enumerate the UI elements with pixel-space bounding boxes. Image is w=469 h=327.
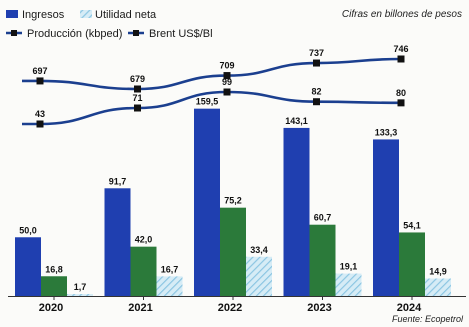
units-note: Cifras en billones de pesos	[342, 9, 462, 20]
line-brent	[39, 90, 402, 126]
bar-utilidad-2020	[67, 294, 93, 296]
bar-ingresos-2021	[104, 188, 131, 296]
bar-label-2-2021: 16,7	[161, 264, 179, 274]
legend-label-brent: Brent US$/Bl	[149, 28, 213, 40]
bar-serie-2-2024	[399, 232, 425, 296]
legend-marker-brent	[133, 30, 139, 36]
line-point-1-2021	[134, 104, 141, 112]
bar-label-2-2023: 19,1	[340, 262, 358, 272]
bar-ingresos-2024	[373, 139, 399, 296]
line-label-0-2023: 737	[309, 48, 324, 58]
bar-label-0-2022: 159,5	[196, 97, 219, 107]
bar-label-1-2023: 60,7	[314, 213, 332, 223]
line-point-1-2022	[223, 88, 231, 96]
line-label-0-2022: 709	[219, 61, 234, 71]
x-tick-label-2022: 2022	[218, 302, 242, 314]
line-point-1-2020	[36, 120, 44, 128]
bar-label-0-2024: 133,3	[375, 127, 398, 137]
bar-label-2-2020: 1,7	[74, 282, 87, 292]
x-tick-label-2021: 2021	[128, 302, 152, 314]
line-label-1-2022: 99	[222, 77, 232, 87]
bar-ingresos-2020	[15, 237, 41, 296]
legend-swatch-ingresos	[6, 10, 18, 18]
line-point-1-2023	[313, 98, 320, 106]
line-label-1-2020: 43	[35, 109, 45, 119]
x-axis: 2020 2021 2022 2023 2024	[8, 296, 466, 314]
lines-layer: 697 679 709 737 746 43 71 99 82 80	[22, 44, 409, 128]
line-point-0-2024	[397, 55, 405, 63]
bar-utilidad-2021	[156, 276, 183, 296]
legend-label-utilidad: Utilidad neta	[95, 9, 157, 21]
line-point-0-2022	[223, 72, 231, 80]
x-tick-label-2020: 2020	[39, 302, 63, 314]
line-label-1-2021: 71	[132, 93, 142, 103]
bar-serie-2-2020	[41, 276, 67, 296]
bar-label-0-2023: 143,1	[285, 116, 308, 126]
bar-serie-2-2021	[130, 246, 157, 296]
bar-utilidad-2024	[425, 278, 451, 296]
bar-utilidad-2022	[246, 256, 272, 296]
bar-label-2-2024: 14,9	[429, 266, 447, 276]
legend: Ingresos Utilidad neta Producción (kbped…	[6, 9, 213, 40]
line-point-0-2021	[134, 85, 141, 93]
legend-swatch-utilidad	[80, 10, 92, 18]
bar-label-1-2021: 42,0	[135, 235, 153, 245]
bar-label-1-2022: 75,2	[224, 196, 242, 206]
line-point-0-2020	[36, 77, 44, 85]
source-note: Fuente: Ecopetrol	[392, 314, 464, 324]
bar-label-0-2020: 50,0	[19, 225, 37, 235]
bar-label-1-2020: 16,8	[45, 264, 63, 274]
bar-serie-2-2022	[220, 207, 246, 296]
legend-marker-produccion	[11, 30, 17, 36]
bar-utilidad-2023	[335, 273, 362, 296]
line-point-0-2023	[313, 59, 320, 67]
bar-label-2-2022: 33,4	[250, 245, 268, 255]
line-label-1-2024: 80	[396, 88, 406, 98]
line-label-0-2024: 746	[393, 44, 408, 54]
x-tick-label-2024: 2024	[397, 302, 422, 314]
x-tick-label-2023: 2023	[307, 302, 331, 314]
legend-label-produccion: Producción (kbped)	[27, 28, 122, 40]
bar-label-0-2021: 91,7	[109, 176, 127, 186]
line-label-0-2020: 697	[32, 66, 47, 76]
bar-serie-2-2023	[309, 224, 336, 296]
legend-label-ingresos: Ingresos	[22, 9, 65, 21]
line-label-1-2023: 82	[311, 87, 321, 97]
line-label-0-2021: 679	[130, 74, 145, 84]
bar-label-1-2024: 54,1	[403, 220, 421, 230]
bar-ingresos-2023	[283, 127, 310, 297]
bar-ingresos-2022	[194, 108, 220, 297]
bars-layer: 50,0 16,8 1,7 91,7 42,0 16,7 159,5 75,2 33,4 143,…	[15, 97, 451, 297]
line-point-1-2024	[397, 99, 405, 107]
